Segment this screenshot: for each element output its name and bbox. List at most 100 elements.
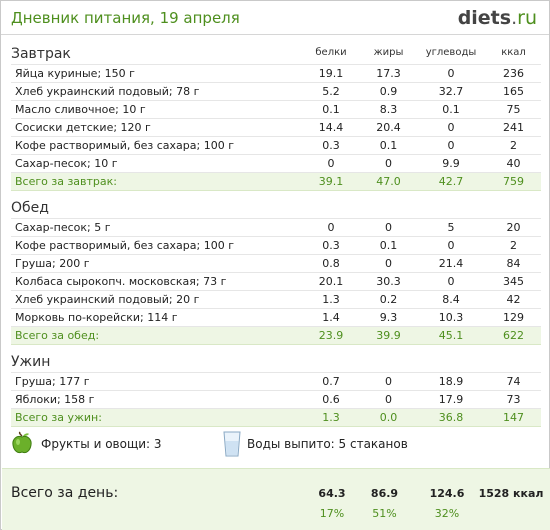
food-row[interactable]: Яблоки; 158 г 0.6 0 17.9 73: [11, 390, 541, 409]
day-fat: 86.9: [370, 487, 399, 500]
meal-total-row: Всего за ужин: 1.3 0.0 36.8 147: [11, 408, 541, 427]
meal-title: Обед: [11, 200, 49, 216]
carbs-value: 0: [416, 236, 486, 255]
food-row[interactable]: Груша; 177 г 0.7 0 18.9 74: [11, 372, 541, 391]
food-name: Сахар-песок; 10 г: [11, 154, 301, 173]
logo-dot: .: [511, 7, 518, 29]
protein-value: 1.3: [301, 290, 361, 309]
food-row[interactable]: Груша; 200 г 0.8 0 21.4 84: [11, 254, 541, 273]
col-kcal: ккал: [501, 47, 526, 58]
day-total-label: Всего за день:: [11, 485, 119, 501]
fat-value: 0: [361, 154, 416, 173]
meal-total-row: Всего за завтрак: 39.1 47.0 42.7 759: [11, 172, 541, 191]
food-row[interactable]: Колбаса сырокопч. московская; 73 г 20.1 30…: [11, 272, 541, 291]
kcal-value: 129: [486, 308, 541, 327]
food-name: Колбаса сырокопч. московская; 73 г: [11, 272, 301, 291]
carbs-value: 9.9: [416, 154, 486, 173]
food-name: Груша; 200 г: [11, 254, 301, 273]
food-row[interactable]: Хлеб украинский подовый; 78 г 5.2 0.9 32.7 1…: [11, 82, 541, 101]
food-name: Масло сливочное; 10 г: [11, 100, 301, 119]
fat-value: 0: [361, 218, 416, 237]
kcal-value: 622: [486, 326, 541, 345]
column-headers: белки жиры углеводы ккал: [11, 47, 541, 61]
day-kcal: 1528 ккал: [478, 487, 544, 500]
carbs-value: 0: [416, 136, 486, 155]
carbs-value: 42.7: [416, 172, 486, 191]
kcal-value: 74: [486, 372, 541, 391]
carbs-value: 0.1: [416, 100, 486, 119]
meal-table: Яйца куриные; 150 г 19.1 17.3 0 236 Хлеб укра…: [11, 64, 541, 191]
protein-value: 23.9: [301, 326, 361, 345]
food-name: Всего за ужин:: [11, 408, 301, 427]
protein-value: 0.6: [301, 390, 361, 409]
food-row[interactable]: Морковь по-корейски; 114 г 1.4 9.3 10.3 129: [11, 308, 541, 327]
food-row[interactable]: Кофе растворимый, без сахара; 100 г 0.3 0.…: [11, 136, 541, 155]
food-name: Кофе растворимый, без сахара; 100 г: [11, 236, 301, 255]
kcal-value: 241: [486, 118, 541, 137]
day-protein: 64.3: [318, 487, 346, 500]
food-name: Сосиски детские; 120 г: [11, 118, 301, 137]
food-name: Морковь по-корейски; 114 г: [11, 308, 301, 327]
protein-value: 1.4: [301, 308, 361, 327]
apple-icon: [12, 431, 32, 454]
carbs-value: 0: [416, 118, 486, 137]
col-protein: белки: [315, 47, 347, 58]
fruits-count: Фрукты и овощи: 3: [41, 437, 162, 451]
carbs-value: 10.3: [416, 308, 486, 327]
fat-value: 0: [361, 372, 416, 391]
protein-value: 20.1: [301, 272, 361, 291]
carbs-value: 17.9: [416, 390, 486, 409]
food-row[interactable]: Сосиски детские; 120 г 14.4 20.4 0 241: [11, 118, 541, 137]
food-row[interactable]: Сахар-песок; 10 г 0 0 9.9 40: [11, 154, 541, 173]
protein-value: 0.3: [301, 136, 361, 155]
kcal-value: 40: [486, 154, 541, 173]
food-row[interactable]: Масло сливочное; 10 г 0.1 8.3 0.1 75: [11, 100, 541, 119]
food-name: Яйца куриные; 150 г: [11, 64, 301, 83]
fat-value: 0.2: [361, 290, 416, 309]
protein-value: 1.3: [301, 408, 361, 427]
site-logo[interactable]: diets.ru: [458, 7, 537, 29]
food-name: Яблоки; 158 г: [11, 390, 301, 409]
carbs-value: 8.4: [416, 290, 486, 309]
food-row[interactable]: Сахар-песок; 5 г 0 0 5 20: [11, 218, 541, 237]
carbs-value: 5: [416, 218, 486, 237]
meal-table: Сахар-песок; 5 г 0 0 5 20 Кофе растворимый, б…: [11, 218, 541, 345]
food-row[interactable]: Кофе растворимый, без сахара; 100 г 0.3 0.…: [11, 236, 541, 255]
protein-value: 0.8: [301, 254, 361, 273]
fat-value: 20.4: [361, 118, 416, 137]
food-row[interactable]: Хлеб украинский подовый; 20 г 1.3 0.2 8.4 42: [11, 290, 541, 309]
carbs-value: 45.1: [416, 326, 486, 345]
protein-value: 14.4: [301, 118, 361, 137]
kcal-value: 75: [486, 100, 541, 119]
protein-value: 39.1: [301, 172, 361, 191]
food-name: Всего за обед:: [11, 326, 301, 345]
meal-section: Завтрак Яйца куриные; 150 г 19.1 17.3 0 236 Хл…: [11, 45, 541, 191]
water-glass-icon: [223, 431, 241, 457]
kcal-value: 2: [486, 236, 541, 255]
fat-value: 17.3: [361, 64, 416, 83]
fat-value: 0: [361, 254, 416, 273]
fat-value: 30.3: [361, 272, 416, 291]
food-name: Сахар-песок; 5 г: [11, 218, 301, 237]
col-fat: жиры: [373, 47, 404, 58]
fat-value: 9.3: [361, 308, 416, 327]
carbs-value: 18.9: [416, 372, 486, 391]
carbs-value: 0: [416, 272, 486, 291]
kcal-value: 236: [486, 64, 541, 83]
logo-tld: ru: [517, 7, 537, 29]
kcal-value: 165: [486, 82, 541, 101]
fat-value: 0.1: [361, 236, 416, 255]
carbs-value: 32.7: [416, 82, 486, 101]
extras-bar: Фрукты и овощи: 3 Воды выпито: 5 стакано…: [11, 431, 541, 461]
water-count: Воды выпито: 5 стаканов: [247, 437, 408, 451]
kcal-value: 147: [486, 408, 541, 427]
kcal-value: 759: [486, 172, 541, 191]
col-carbs: углеводы: [425, 47, 477, 58]
fat-value: 39.9: [361, 326, 416, 345]
page-title: Дневник питания, 19 апреля: [11, 9, 240, 27]
protein-value: 0.7: [301, 372, 361, 391]
food-row[interactable]: Яйца куриные; 150 г 19.1 17.3 0 236: [11, 64, 541, 83]
kcal-value: 42: [486, 290, 541, 309]
